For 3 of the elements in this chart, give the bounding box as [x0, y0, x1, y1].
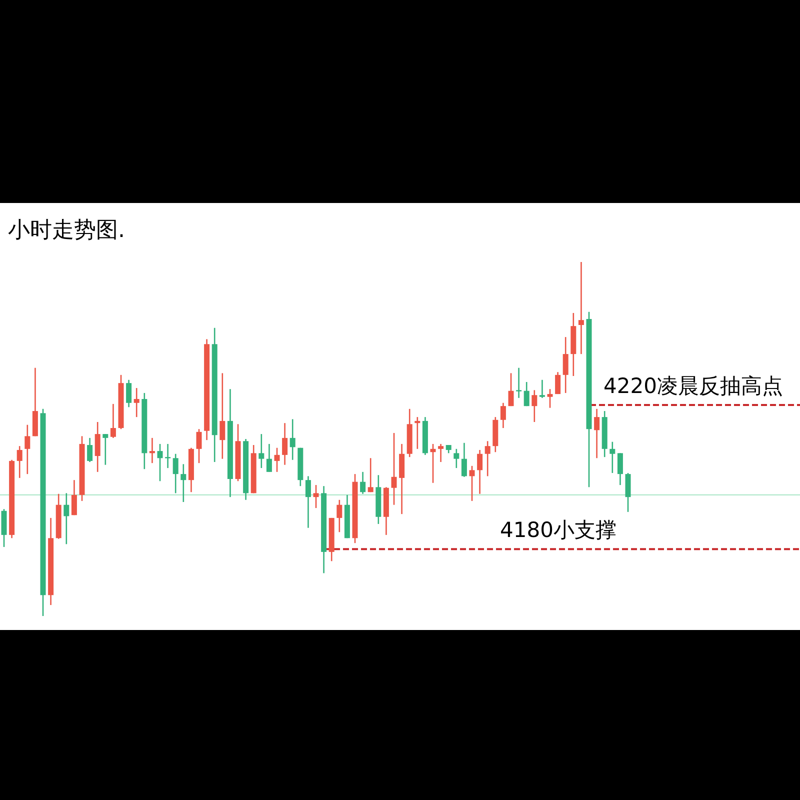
- ref-line-label: 4180小支撑: [500, 518, 616, 542]
- ref-line-label: 4220凌晨反抽高点: [604, 374, 783, 398]
- title: 小时走势图.: [8, 218, 125, 243]
